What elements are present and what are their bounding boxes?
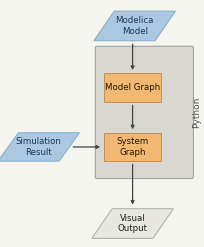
Text: Model Graph: Model Graph (105, 83, 160, 92)
FancyBboxPatch shape (95, 46, 193, 179)
Text: Python: Python (192, 97, 201, 128)
Text: Simulation
Result: Simulation Result (16, 137, 62, 157)
FancyBboxPatch shape (104, 133, 161, 161)
Polygon shape (92, 209, 173, 238)
Text: System
Graph: System Graph (116, 137, 149, 157)
Polygon shape (94, 11, 175, 41)
Polygon shape (0, 133, 80, 161)
FancyBboxPatch shape (104, 74, 161, 102)
Text: Modelica
Model: Modelica Model (115, 16, 154, 36)
Text: Visual
Output: Visual Output (118, 214, 148, 233)
